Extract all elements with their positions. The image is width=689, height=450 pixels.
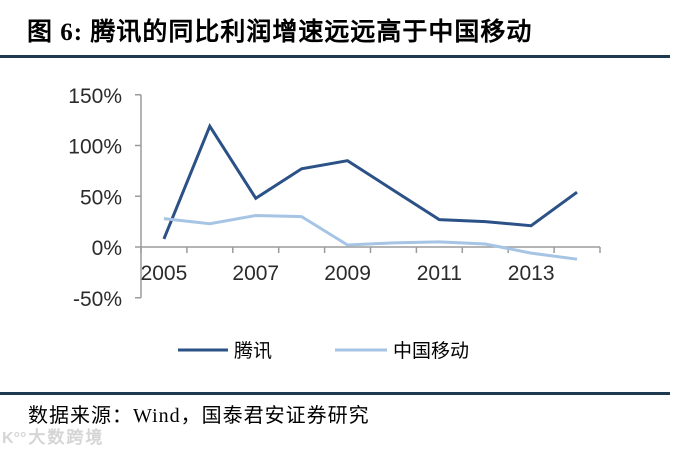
x-axis-label: 2011 xyxy=(417,262,462,285)
watermark-text: 大数跨境 xyxy=(28,428,105,447)
y-axis-label: 0% xyxy=(92,237,122,260)
watermark-logo-icon: K°° xyxy=(2,430,27,447)
footer-divider-rule xyxy=(0,392,670,395)
x-axis-label: 2007 xyxy=(232,262,279,285)
watermark: K°° 大数跨境 xyxy=(2,423,104,448)
chart-canvas: 150% 100% 50% 0% -50% 2005 2007 2009 2011 2013 腾讯 中… xyxy=(68,85,601,362)
legend-label-china-mobile: 中国移动 xyxy=(393,340,469,362)
data-source-note: 数据来源：Wind，国泰君安证券研究 xyxy=(28,405,370,427)
legend-label-tencent: 腾讯 xyxy=(234,340,272,362)
series-line-tencent xyxy=(162,122,578,240)
y-axis-label: 150% xyxy=(68,85,122,108)
x-axis-label: 2005 xyxy=(141,262,188,285)
y-axis-label: -50% xyxy=(73,288,122,311)
figure-title: 图 6: 腾讯的同比利润增速远远高于中国移动 xyxy=(27,19,533,46)
profit-growth-line-chart: 150% 100% 50% 0% -50% 2005 2007 2009 2011 2013 腾讯 中… xyxy=(0,60,689,390)
y-axis-label: 100% xyxy=(68,136,122,159)
title-divider-rule xyxy=(0,55,670,58)
x-axis-label: 2013 xyxy=(508,262,555,285)
series-line-china-mobile xyxy=(163,213,578,261)
x-axis-label: 2009 xyxy=(324,262,371,285)
y-axis-label: 50% xyxy=(80,186,122,209)
